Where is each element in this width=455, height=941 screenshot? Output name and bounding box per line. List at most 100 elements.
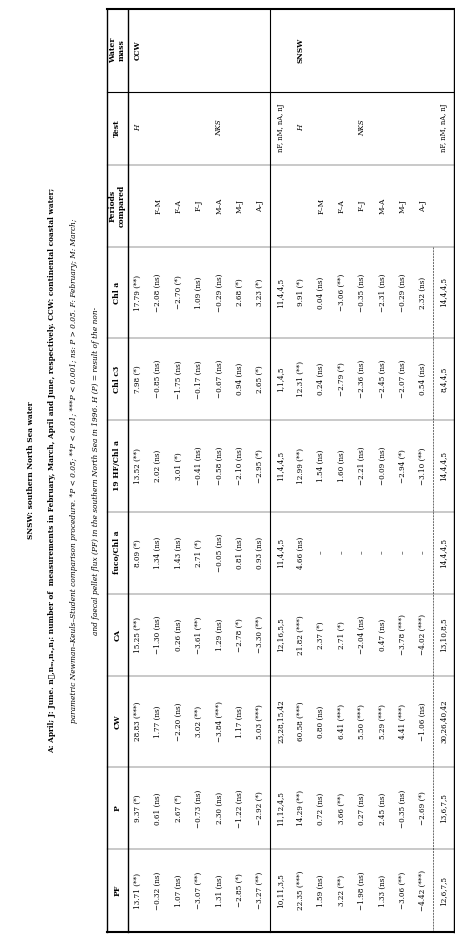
Text: −0.09 (ns): −0.09 (ns) bbox=[378, 447, 385, 486]
Text: 0.80 (ns): 0.80 (ns) bbox=[317, 706, 324, 738]
Text: 1.31 (ns): 1.31 (ns) bbox=[215, 874, 223, 907]
Text: 0.27 (ns): 0.27 (ns) bbox=[357, 792, 365, 824]
Text: 1.54 (ns): 1.54 (ns) bbox=[317, 450, 324, 482]
Text: 13,10,8,5: 13,10,8,5 bbox=[439, 617, 446, 652]
Text: 2.02 (ns): 2.02 (ns) bbox=[154, 450, 162, 482]
Text: A: April; J: June. n₟,nₘ,nₐ,nⱼ: number of  measurements in February, March, Apri: A: April; J: June. n₟,nₘ,nₐ,nⱼ: number o… bbox=[48, 188, 56, 753]
Text: 60.58 (***): 60.58 (***) bbox=[296, 702, 304, 742]
Text: P: P bbox=[113, 805, 121, 811]
Text: –: – bbox=[337, 550, 345, 554]
Text: −0.17 (ns): −0.17 (ns) bbox=[195, 359, 202, 398]
Text: 2.45 (ns): 2.45 (ns) bbox=[378, 792, 385, 824]
Text: −2.07 (ns): −2.07 (ns) bbox=[398, 360, 406, 398]
Text: −0.41 (ns): −0.41 (ns) bbox=[195, 447, 202, 486]
Text: 19 HF/Chl a: 19 HF/Chl a bbox=[113, 440, 121, 491]
Text: −2.31 (ns): −2.31 (ns) bbox=[378, 273, 385, 311]
Text: −2.95 (*): −2.95 (*) bbox=[256, 449, 263, 483]
Text: −2.04 (ns): −2.04 (ns) bbox=[357, 615, 365, 654]
Text: 22.35 (***): 22.35 (***) bbox=[296, 870, 304, 910]
Text: 1.09 (ns): 1.09 (ns) bbox=[195, 277, 202, 309]
Text: 14,4,4,5: 14,4,4,5 bbox=[439, 278, 446, 308]
Text: F–J: F–J bbox=[195, 200, 202, 212]
Text: A–J: A–J bbox=[256, 199, 263, 212]
Text: −3.30 (**): −3.30 (**) bbox=[256, 616, 263, 653]
Text: −0.85 (ns): −0.85 (ns) bbox=[154, 360, 162, 398]
Text: −3.10 (**): −3.10 (**) bbox=[418, 447, 426, 485]
Text: 1.34 (ns): 1.34 (ns) bbox=[154, 536, 162, 569]
Text: nF, nM, nA, nJ: nF, nM, nA, nJ bbox=[439, 104, 446, 152]
Text: 15.25 (**): 15.25 (**) bbox=[134, 616, 142, 653]
Text: –: – bbox=[357, 550, 365, 554]
Text: SNSW: SNSW bbox=[296, 38, 304, 63]
Text: 3.22 (**): 3.22 (**) bbox=[337, 875, 345, 906]
Text: A–J: A–J bbox=[418, 199, 426, 212]
Text: −3.06 (**): −3.06 (**) bbox=[337, 274, 345, 311]
Text: 13.71 (**): 13.71 (**) bbox=[134, 872, 142, 909]
Text: −2.21 (ns): −2.21 (ns) bbox=[357, 447, 365, 486]
Text: NKS: NKS bbox=[215, 120, 223, 136]
Text: 0.93 (ns): 0.93 (ns) bbox=[256, 536, 263, 568]
Text: 1.29 (ns): 1.29 (ns) bbox=[215, 618, 223, 651]
Text: 8.09 (*): 8.09 (*) bbox=[134, 539, 142, 566]
Text: Periods
compared: Periods compared bbox=[109, 184, 126, 227]
Text: −1.30 (ns): −1.30 (ns) bbox=[154, 615, 162, 654]
Text: 0.24 (ns): 0.24 (ns) bbox=[317, 363, 324, 395]
Text: −0.35 (ns): −0.35 (ns) bbox=[398, 789, 406, 827]
Text: nF, nM, nA, nJ: nF, nM, nA, nJ bbox=[276, 104, 284, 152]
Text: 13,6,7,5: 13,6,7,5 bbox=[439, 793, 446, 823]
Text: 2.67 (*): 2.67 (*) bbox=[174, 794, 182, 822]
Text: −0.05 (ns): −0.05 (ns) bbox=[215, 534, 223, 572]
Text: F–M: F–M bbox=[317, 198, 324, 214]
Text: F–A: F–A bbox=[174, 199, 182, 213]
Text: 8,4,4,5: 8,4,4,5 bbox=[439, 367, 446, 391]
Text: F–J: F–J bbox=[357, 200, 365, 212]
Text: 4.41 (***): 4.41 (***) bbox=[398, 704, 406, 739]
Text: −2.92 (*): −2.92 (*) bbox=[256, 791, 263, 825]
Text: CW: CW bbox=[113, 714, 121, 729]
Text: SNSW: southern North Sea water: SNSW: southern North Sea water bbox=[27, 402, 35, 539]
Text: 3.01 (*): 3.01 (*) bbox=[174, 452, 182, 480]
Text: M–A: M–A bbox=[378, 198, 385, 214]
Text: −3.27 (**): −3.27 (**) bbox=[256, 871, 263, 909]
Text: −0.29 (ns): −0.29 (ns) bbox=[398, 273, 406, 311]
Text: −2.70 (*): −2.70 (*) bbox=[174, 276, 182, 310]
Text: 11,4,4,5: 11,4,4,5 bbox=[276, 537, 284, 567]
Text: Chl c3: Chl c3 bbox=[113, 365, 121, 393]
Text: 0.81 (ns): 0.81 (ns) bbox=[235, 536, 243, 569]
Text: M–A: M–A bbox=[215, 198, 223, 214]
Text: −3.06 (**): −3.06 (**) bbox=[398, 871, 406, 909]
Text: Water
mass: Water mass bbox=[109, 38, 126, 63]
Text: −2.36 (ns): −2.36 (ns) bbox=[357, 360, 365, 398]
Text: 14.29 (**): 14.29 (**) bbox=[296, 790, 304, 826]
Text: 12,6,7,5: 12,6,7,5 bbox=[439, 875, 446, 905]
Text: 13.52 (**): 13.52 (**) bbox=[134, 448, 142, 484]
Text: 4.66 (ns): 4.66 (ns) bbox=[296, 536, 304, 569]
Text: 0.54 (ns): 0.54 (ns) bbox=[418, 363, 426, 395]
Text: 2.71 (*): 2.71 (*) bbox=[195, 539, 202, 566]
Text: 1.17 (ns): 1.17 (ns) bbox=[235, 705, 243, 738]
Text: −0.32 (ns): −0.32 (ns) bbox=[154, 871, 162, 910]
Text: 9.91 (*): 9.91 (*) bbox=[296, 279, 304, 307]
Text: −3.84 (***): −3.84 (***) bbox=[215, 701, 223, 742]
Text: 21.82 (***): 21.82 (***) bbox=[296, 615, 304, 655]
Text: F–A: F–A bbox=[337, 199, 345, 213]
Text: 12.31 (**): 12.31 (**) bbox=[296, 361, 304, 397]
Text: NKS: NKS bbox=[357, 120, 365, 136]
Text: 30,26,40,42: 30,26,40,42 bbox=[439, 700, 446, 743]
Text: 2.68 (*): 2.68 (*) bbox=[235, 279, 243, 307]
Text: M–J: M–J bbox=[235, 199, 243, 213]
Text: 6.41 (***): 6.41 (***) bbox=[337, 704, 345, 739]
Text: 0.72 (ns): 0.72 (ns) bbox=[317, 792, 324, 824]
Text: fuco/Chl a: fuco/Chl a bbox=[113, 531, 121, 575]
Text: −0.73 (ns): −0.73 (ns) bbox=[195, 789, 202, 827]
Text: −2.78 (*): −2.78 (*) bbox=[235, 618, 243, 652]
Text: −4.42 (***): −4.42 (***) bbox=[418, 869, 426, 911]
Text: −2.45 (ns): −2.45 (ns) bbox=[378, 360, 385, 398]
Text: 3.23 (*): 3.23 (*) bbox=[256, 279, 263, 306]
Text: 12.99 (**): 12.99 (**) bbox=[296, 448, 304, 484]
Text: 11,4,4,5: 11,4,4,5 bbox=[276, 278, 284, 308]
Text: −0.35 (ns): −0.35 (ns) bbox=[357, 273, 365, 311]
Text: 0.47 (ns): 0.47 (ns) bbox=[378, 618, 385, 651]
Text: –: – bbox=[418, 550, 426, 554]
Text: F–M: F–M bbox=[154, 198, 162, 214]
